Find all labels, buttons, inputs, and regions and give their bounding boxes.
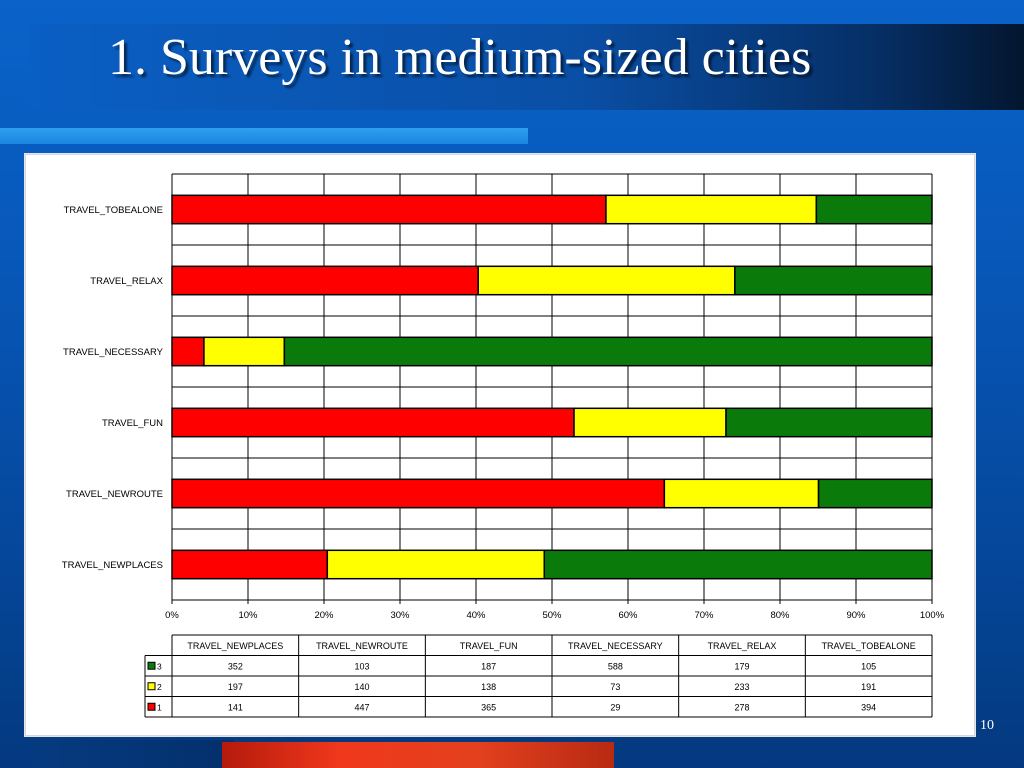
table-cell: 197 [228,682,243,692]
table-cell: 365 [481,702,496,712]
bar-segment-travel_newplaces-series-3 [543,549,933,580]
table-column-header: TRAVEL_NEWPLACES [187,641,283,651]
bottom-decor-red [222,742,614,768]
x-tick-label: 40% [466,610,486,621]
table-row-label: 1 [157,702,162,712]
x-tick-label: 0% [165,610,179,621]
bar-segment-travel_newplaces-series-2 [326,549,546,580]
table-legend-swatch [147,661,156,670]
bar-segment-travel_necessary-series-2 [203,336,286,367]
table-cell: 588 [608,661,623,671]
x-tick-label: 30% [390,610,410,621]
x-tick-label: 50% [542,610,562,621]
page-number: 10 [980,718,994,733]
table-column-header: TRAVEL_RELAX [708,641,777,651]
table-cell: 187 [481,661,496,671]
table-legend-swatch [147,702,156,711]
bar-segment-travel_newplaces-series-1 [171,549,329,580]
bar-segment-travel_newroute-series-1 [171,478,666,509]
bar-segment-travel_tobealone-series-2 [605,194,818,225]
stacked-bar-chart: 0% 10% 20% 30% 40% 50% 60% 70% 80% 90% 100% TRAVEL_… [62,173,945,718]
x-tick-label: 60% [618,610,638,621]
table-cell: 179 [734,661,749,671]
title-band [30,24,1024,110]
slide-title: 1. Surveys in medium-sized cities [108,29,812,86]
bar-segment-travel_fun-series-3 [725,407,933,438]
bottom-decor-dark [34,740,234,768]
bar-segment-travel_necessary-series-3 [283,336,933,367]
table-cell: 103 [354,661,369,671]
table-cell: 29 [610,702,620,712]
table-column-header: TRAVEL_NECESSARY [568,641,663,651]
x-tick-label: 20% [314,610,334,621]
bar-segment-travel_fun-series-2 [573,407,727,438]
y-category-label: TRAVEL_NEWROUTE [66,489,163,500]
table-cell: 278 [734,702,749,712]
bar-segment-travel_necessary-series-1 [171,336,205,367]
table-cell: 140 [354,682,369,692]
table-row-label: 3 [157,661,162,671]
y-category-label: TRAVEL_FUN [102,418,163,429]
table-row-label: 2 [157,682,162,692]
table-cell: 352 [228,661,243,671]
table-column-header: TRAVEL_NEWROUTE [316,641,408,651]
bar-segment-travel_tobealone-series-1 [171,194,607,225]
x-tick-label: 10% [238,610,258,621]
y-category-label: TRAVEL_TOBEALONE [64,205,163,216]
table-cell: 233 [734,682,749,692]
bar-segment-travel_tobealone-series-3 [815,194,933,225]
x-tick-label: 70% [694,610,714,621]
bar-segment-travel_fun-series-1 [171,407,575,438]
bar-segment-travel_relax-series-2 [477,265,736,296]
table-legend-swatch [147,682,156,691]
table-column-header: TRAVEL_TOBEALONE [822,641,916,651]
table-cell: 394 [861,702,876,712]
table-column-header: TRAVEL_FUN [460,641,518,651]
y-category-label: TRAVEL_NECESSARY [63,347,164,358]
bar-segment-travel_newroute-series-2 [663,478,820,509]
x-tick-label: 90% [846,610,866,621]
x-tick-label: 100% [920,610,945,621]
table-cell: 141 [228,702,243,712]
table-cell: 447 [354,702,369,712]
accent-bar [0,128,528,144]
chart-panel: 0% 10% 20% 30% 40% 50% 60% 70% 80% 90% 100% TRAVEL_… [24,153,976,737]
bar-segment-travel_newroute-series-3 [817,478,933,509]
bar-segment-travel_relax-series-3 [734,265,933,296]
table-cell: 105 [861,661,876,671]
y-category-label: TRAVEL_RELAX [90,276,163,287]
y-category-label: TRAVEL_NEWPLACES [62,560,163,571]
table-cell: 73 [610,682,620,692]
bar-segment-travel_relax-series-1 [171,265,479,296]
x-tick-label: 80% [770,610,790,621]
table-cell: 191 [861,682,876,692]
table-cell: 138 [481,682,496,692]
